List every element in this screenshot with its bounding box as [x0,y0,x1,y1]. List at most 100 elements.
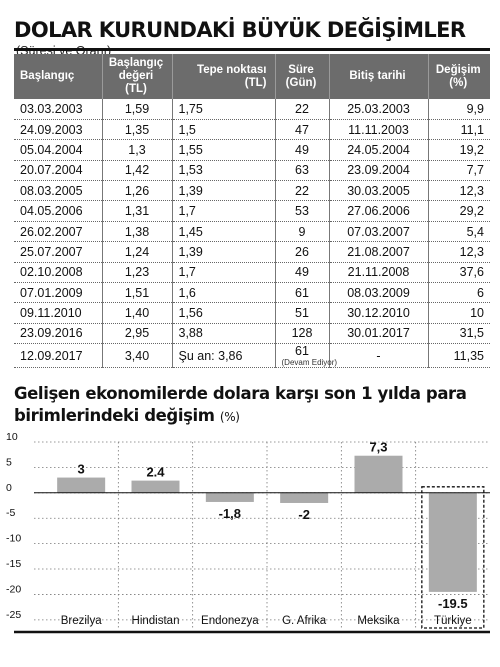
header-duration: Süre (Gün) [275,54,330,99]
end-date-cell: 21.11.2008 [329,262,429,284]
chart-unit-label: (%) [219,410,240,424]
duration-cell: 47 [275,119,330,141]
peak-cell: 1,45 [172,221,276,243]
header-start-date: Başlangıç [14,54,103,99]
header-change: Değişim (%) [428,54,490,99]
change-cell: 11,35 [428,343,490,369]
bar-value-label: -1,8 [219,506,241,521]
bar-endonezya [205,492,254,502]
change-cell: 9,9 [428,99,490,120]
bar-value-label: 7,3 [369,440,387,455]
change-cell: 7,7 [428,160,490,182]
category-label: Türkiye [434,615,472,627]
title-divider [14,48,490,51]
y-tick-label: -25 [6,609,21,621]
chart-title-block: Gelişen ekonomilerde dolara karşı son 1 … [14,383,490,428]
end-date-cell: 08.03.2009 [329,282,429,304]
table-row: 24.09.2003 1,35 1,5 47 11.11.2003 11,1 [14,119,490,141]
start-value-cell: 1,24 [102,241,173,263]
highlight-box [421,486,485,629]
bar-meksika [354,455,403,493]
start-value-cell: 1,59 [102,99,173,120]
end-date-cell: 30.03.2005 [329,180,429,202]
table-row: 25.07.2007 1,24 1,39 26 21.08.2007 12,3 [14,241,490,263]
table-row: 26.02.2007 1,38 1,45 9 07.03.2007 5,4 [14,221,490,243]
end-date-cell: 27.06.2006 [329,200,429,222]
table-row: 20.07.2004 1,42 1,53 63 23.09.2004 7,7 [14,160,490,182]
bar-value-label: 2.4 [146,465,165,480]
category-label: Hindistan [132,615,180,627]
table-header-row: Başlangıç Başlangıç değeri (TL) Tepe nok… [14,54,490,99]
start-date-cell: 23.09.2016 [14,323,103,345]
start-date-cell: 02.10.2008 [14,262,103,284]
chart-title: Gelişen ekonomilerde dolara karşı son 1 … [14,384,467,425]
peak-cell: 1,39 [172,241,276,263]
start-value-cell: 1,23 [102,262,173,284]
peak-cell: 1,53 [172,160,276,182]
duration-cell: 63 [275,160,330,182]
table-title-bar: DOLAR KURUNDAKİ BÜYÜK DEĞİŞİMLER (Süresi… [14,18,490,58]
end-date-cell: 30.12.2010 [329,302,429,324]
header-start-value: Başlangıç değeri (TL) [102,54,173,99]
y-tick-label: -10 [6,533,21,545]
peak-cell: 1,5 [172,119,276,141]
table-row: 05.04.2004 1,3 1,55 49 24.05.2004 19,2 [14,139,490,161]
y-tick-label: -5 [6,507,15,519]
table-title: DOLAR KURUNDAKİ BÜYÜK DEĞİŞİMLER [14,18,466,42]
change-cell: 29,2 [428,200,490,222]
start-date-cell: 24.09.2003 [14,119,103,141]
duration-cell: 128 [275,323,330,345]
header-end-date: Bitiş tarihi [329,54,429,99]
change-cell: 37,6 [428,262,490,284]
bar-value-label: -19.5 [438,596,468,611]
change-cell: 11,1 [428,119,490,141]
start-date-cell: 09.11.2010 [14,302,103,324]
change-cell: 10 [428,302,490,324]
peak-cell: 1,56 [172,302,276,324]
start-date-cell: 12.09.2017 [14,343,103,369]
table-row: 12.09.2017 3,40 Şu an: 3,86 61 (Devam Ediyor… [14,343,490,369]
peak-cell: 1,39 [172,180,276,202]
start-value-cell: 1,38 [102,221,173,243]
duration-cell: 53 [275,200,330,222]
table-row: 03.03.2003 1,59 1,75 22 25.03.2003 9,9 [14,99,490,120]
end-date-cell: 30.01.2017 [329,323,429,345]
bar-brezilya [57,477,106,493]
duration-cell: 22 [275,99,330,120]
bar-value-label: 3 [78,462,85,477]
duration-cell: 22 [275,180,330,202]
duration-cell: 49 [275,139,330,161]
y-tick-label: 10 [6,431,18,443]
start-date-cell: 04.05.2006 [14,200,103,222]
bar-g-afrika [280,492,329,503]
end-date-cell: - [329,343,429,369]
duration-cell: 9 [275,221,330,243]
end-date-cell: 23.09.2004 [329,160,429,182]
bar-hindistan [131,480,180,493]
peak-cell: 1,6 [172,282,276,304]
duration-cell: 61 [275,282,330,304]
start-date-cell: 07.01.2009 [14,282,103,304]
currency-change-bar-chart: 10 5 0 -5 -10 -15 -20 -25 3 Brezilya 2.4 Hindistan -… [6,431,490,634]
peak-cell: 1,75 [172,99,276,120]
y-tick-label: -20 [6,583,21,595]
peak-cell: 1,7 [172,200,276,222]
ongoing-note: (Devam Ediyor) [281,358,338,368]
end-date-cell: 07.03.2007 [329,221,429,243]
start-date-cell: 08.03.2005 [14,180,103,202]
header-peak: Tepe noktası (TL) [172,54,276,99]
category-label: G. Afrika [282,615,327,627]
table-row: 04.05.2006 1,31 1,7 53 27.06.2006 29,2 [14,200,490,222]
y-tick-label: 0 [6,482,12,494]
end-date-cell: 11.11.2003 [329,119,429,141]
bar-t-rkiye [428,492,477,592]
start-date-cell: 05.04.2004 [14,139,103,161]
y-tick-label: -15 [6,558,21,570]
start-value-cell: 2,95 [102,323,173,345]
start-date-cell: 03.03.2003 [14,99,103,120]
start-value-cell: 1,42 [102,160,173,182]
change-cell: 19,2 [428,139,490,161]
end-date-cell: 25.03.2003 [329,99,429,120]
bar-value-label: -2 [298,507,310,522]
start-value-cell: 3,40 [102,343,173,369]
